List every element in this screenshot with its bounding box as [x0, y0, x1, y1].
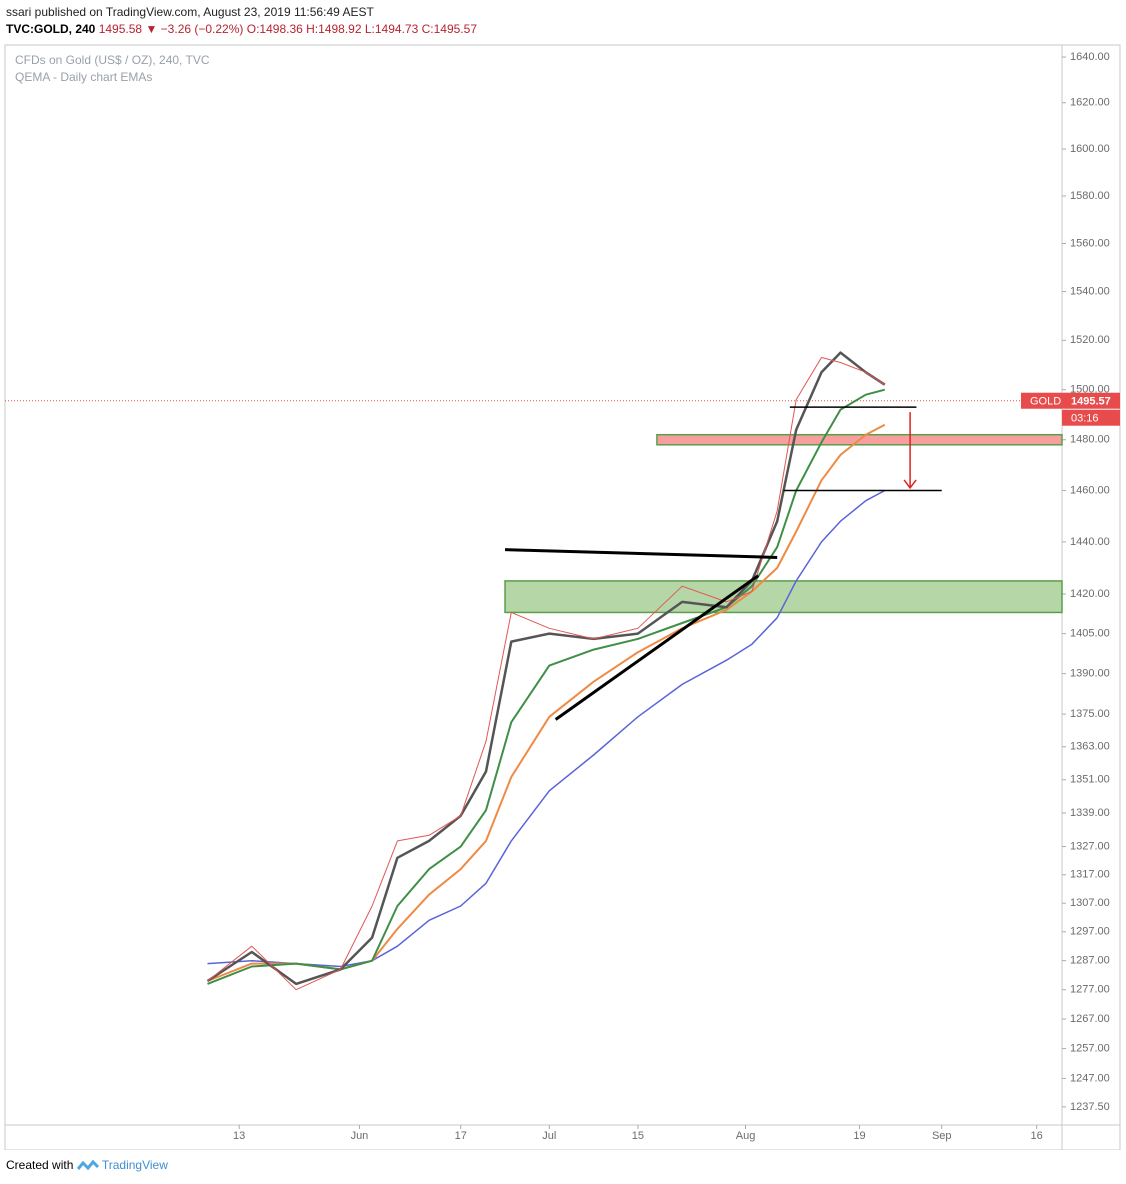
ema-line: [207, 423, 886, 982]
x-tick-label: 16: [1031, 1130, 1043, 1142]
y-tick-label: 1339.00: [1070, 807, 1110, 819]
last: 1495.58: [98, 22, 143, 36]
trend-line: [504, 548, 778, 559]
arrow-head: [903, 479, 917, 490]
high: H:1498.92: [306, 22, 362, 36]
price-tag: GOLD: [1030, 396, 1061, 408]
x-tick-label: 15: [632, 1130, 644, 1142]
zone: [504, 580, 1063, 614]
y-tick-label: 1363.00: [1070, 741, 1110, 753]
chart-title: CFDs on Gold (US$ / OZ), 240, TVC: [15, 53, 210, 67]
close: C:1495.57: [421, 22, 477, 36]
y-tick-label: 1257.00: [1070, 1042, 1110, 1054]
y-tick-label: 1237.50: [1070, 1101, 1110, 1113]
y-tick-label: 1375.00: [1070, 708, 1110, 720]
y-tick-label: 1480.00: [1070, 434, 1110, 446]
y-tick-label: 1267.00: [1070, 1013, 1110, 1025]
x-tick-label: Aug: [736, 1130, 756, 1142]
y-tick-label: 1540.00: [1070, 285, 1110, 297]
countdown: 03:16: [1071, 413, 1099, 425]
open: O:1498.36: [246, 22, 303, 36]
y-tick-label: 1351.00: [1070, 774, 1110, 786]
x-tick-label: Jul: [542, 1130, 556, 1142]
y-tick-label: 1500.00: [1070, 384, 1110, 396]
symbol: TVC:GOLD, 240: [6, 22, 96, 36]
price-badge: [1021, 392, 1120, 409]
low: L:1494.73: [364, 22, 419, 36]
x-tick-label: 19: [853, 1130, 865, 1142]
y-tick-label: 1307.00: [1070, 897, 1110, 909]
y-tick-label: 1247.00: [1070, 1072, 1110, 1084]
x-tick-label: 13: [233, 1130, 245, 1142]
y-tick-label: 1640.00: [1070, 51, 1110, 63]
frame: [4, 44, 1121, 1150]
y-tick-label: 1287.00: [1070, 955, 1110, 967]
price-value: 1495.57: [1071, 396, 1111, 408]
y-tick-label: 1580.00: [1070, 190, 1110, 202]
brand: TradingView: [101, 1158, 168, 1172]
y-tick-label: 1560.00: [1070, 237, 1110, 249]
created-with: Created with: [6, 1158, 74, 1172]
ema-line: [207, 388, 886, 985]
ema-line: [206, 351, 886, 986]
logo: [76, 1159, 99, 1171]
y-tick-label: 1460.00: [1070, 484, 1110, 496]
y-tick-label: 1405.00: [1070, 628, 1110, 640]
y-tick-label: 1317.00: [1070, 869, 1110, 881]
x-tick-label: 17: [455, 1130, 467, 1142]
y-tick-label: 1327.00: [1070, 840, 1110, 852]
ohlc-line: TVC:GOLD, 240 1495.58 ▼ −3.26 (−0.22%) O…: [6, 22, 477, 36]
y-tick-label: 1297.00: [1070, 926, 1110, 938]
chart: CFDs on Gold (US$ / OZ), 240, TVC QEMA -…: [4, 44, 1121, 1150]
x-tick-label: Jun: [351, 1130, 369, 1142]
y-tick-label: 1520.00: [1070, 334, 1110, 346]
footer: Created with TradingView: [6, 1158, 168, 1172]
x-tick-label: Sep: [932, 1130, 952, 1142]
y-tick-label: 1600.00: [1070, 143, 1110, 155]
ema-line: [207, 489, 886, 968]
chart-subtitle: QEMA - Daily chart EMAs: [15, 70, 152, 84]
y-tick-label: 1620.00: [1070, 97, 1110, 109]
y-tick-label: 1420.00: [1070, 588, 1110, 600]
y-tick-label: 1277.00: [1070, 984, 1110, 996]
trend-line: [554, 574, 760, 721]
y-tick-label: 1390.00: [1070, 668, 1110, 680]
ema-line: [207, 357, 886, 991]
published-line: ssari published on TradingView.com, Augu…: [6, 5, 374, 19]
countdown-badge: [1062, 409, 1120, 426]
down-arrow: ▼: [145, 22, 158, 36]
change: −3.26 (−0.22%): [160, 22, 244, 36]
y-tick-label: 1440.00: [1070, 536, 1110, 548]
